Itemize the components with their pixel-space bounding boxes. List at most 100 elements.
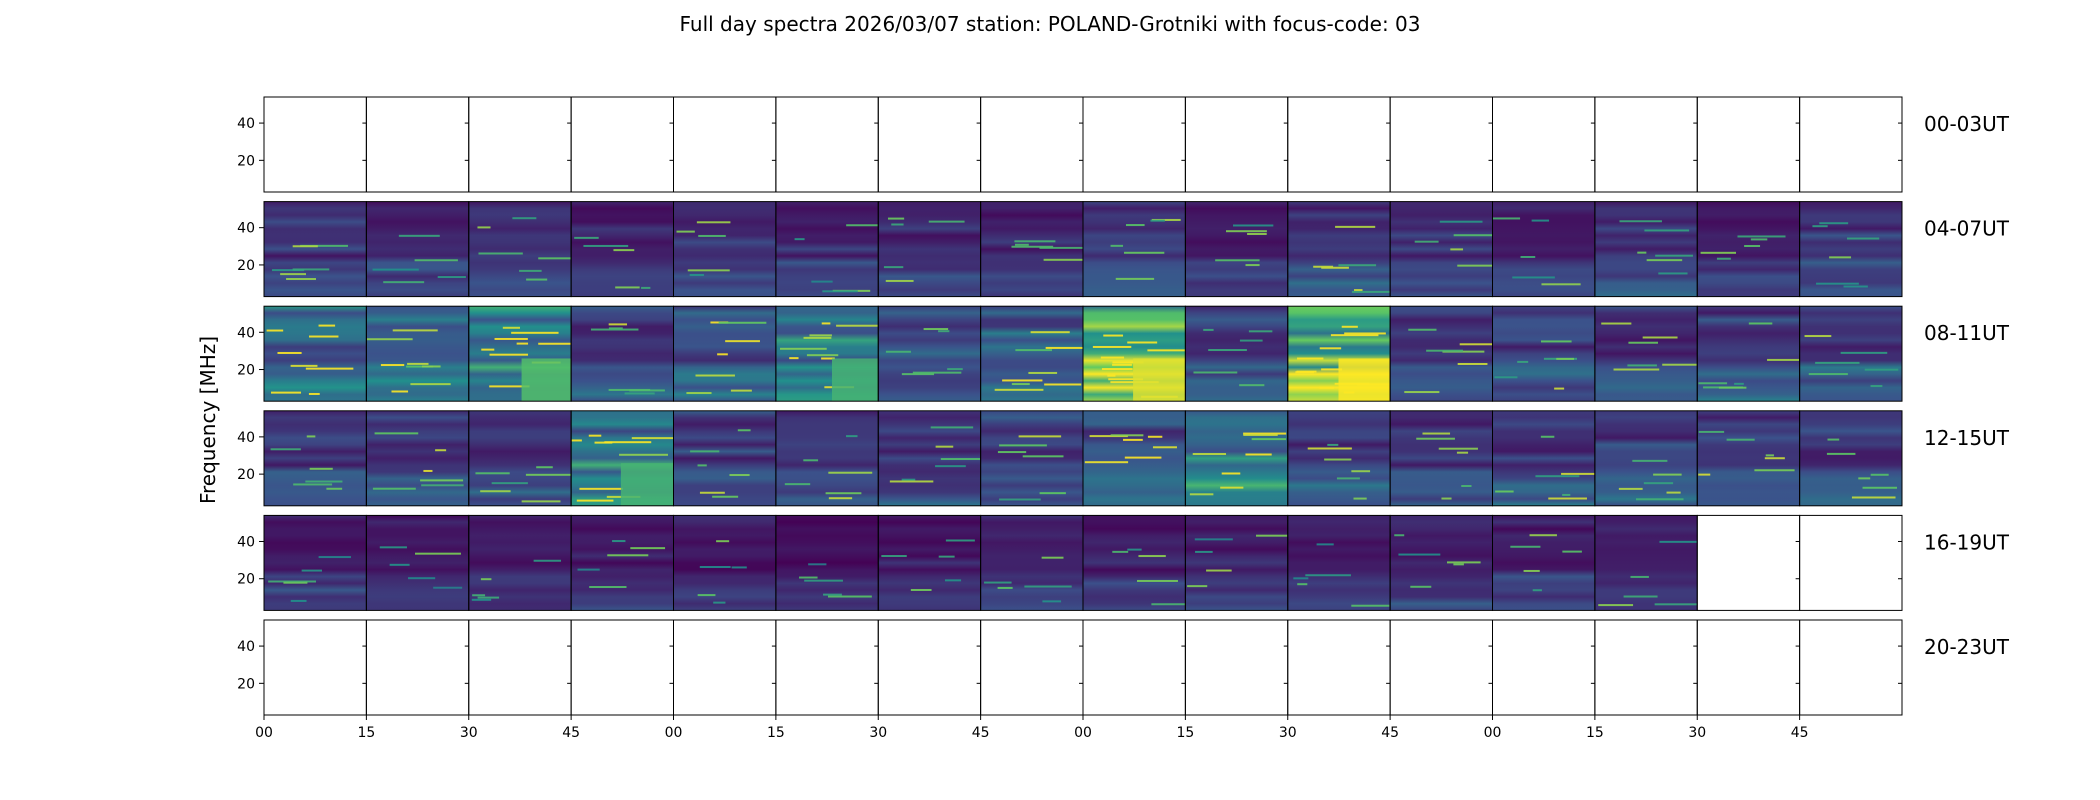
y-tick-label: 40 [237, 116, 255, 132]
emission-streak [519, 269, 542, 272]
emission-streak [822, 290, 858, 293]
emission-streak [408, 577, 436, 580]
emission-streak [945, 539, 975, 542]
emission-streak [525, 473, 572, 476]
spectrogram-panel [1390, 410, 1493, 506]
emission-streak [502, 326, 520, 329]
emission-streak [912, 371, 962, 374]
emission-streak [300, 244, 348, 247]
emission-streak [1819, 222, 1849, 225]
emission-streak [780, 347, 827, 350]
emission-streak [1321, 368, 1343, 371]
row-time-label: 00-03UT [1924, 112, 2010, 136]
emission-streak [1321, 266, 1349, 269]
emission-streak [1127, 341, 1158, 344]
emission-streak [1137, 579, 1178, 582]
emission-streak [1840, 351, 1888, 354]
emission-streak [608, 388, 651, 391]
emission-streak [1643, 482, 1674, 485]
panel-frame [1389, 619, 1493, 716]
emission-streak [308, 392, 320, 395]
spectrogram-panel [1083, 201, 1186, 297]
panel-frame [1082, 619, 1186, 716]
emission-streak [794, 238, 805, 241]
spectrogram-panel [1697, 201, 1800, 297]
emission-streak [1540, 340, 1572, 343]
emission-streak [1045, 346, 1083, 349]
emission-streak [1151, 603, 1186, 606]
emission-streak [1193, 371, 1238, 374]
emission-streak [1187, 585, 1208, 588]
emission-streak [624, 392, 655, 395]
panel-frame [1492, 619, 1596, 716]
y-tick-label: 40 [237, 221, 255, 237]
emission-streak [717, 353, 728, 356]
emission-streak [944, 579, 962, 582]
emission-streak [1416, 437, 1455, 440]
y-tick-label: 40 [237, 325, 255, 341]
emission-streak [1248, 330, 1273, 333]
panel-frame [1799, 410, 1903, 507]
emission-streak [511, 331, 559, 334]
emission-streak [391, 390, 409, 393]
emission-streak [827, 595, 872, 598]
emission-streak [1112, 550, 1129, 553]
emission-streak [1353, 497, 1367, 500]
row-time-label: 04-07UT [1924, 217, 2010, 241]
emission-streak [1221, 472, 1241, 475]
emission-streak [292, 245, 318, 248]
emission-streak [292, 268, 330, 271]
x-tick-label: 45 [972, 725, 990, 741]
emission-streak [1152, 446, 1177, 449]
emission-streak [1816, 282, 1859, 285]
emission-streak [472, 594, 486, 597]
x-tick-label: 30 [460, 725, 478, 741]
row-time-label: 12-15UT [1924, 426, 2010, 450]
emission-streak [1351, 470, 1371, 473]
emission-streak [1628, 341, 1658, 344]
panel-frame [673, 619, 777, 716]
emission-streak [379, 546, 407, 549]
emission-streak [1215, 259, 1260, 262]
spectrogram-panel [468, 201, 572, 297]
emission-streak [574, 236, 599, 239]
emission-streak [901, 373, 935, 376]
emission-streak [309, 467, 333, 470]
emission-streak [1666, 491, 1681, 494]
panel-frame [1799, 514, 1903, 611]
emission-streak [533, 559, 562, 562]
emission-streak [1316, 543, 1334, 546]
emission-streak [1632, 459, 1668, 462]
spectrogram-panel [1594, 306, 1698, 402]
emission-streak [576, 499, 614, 502]
panel-frame [775, 619, 879, 716]
emission-streak [730, 389, 752, 392]
emission-streak [1151, 218, 1181, 221]
spectrogram-panel [1697, 306, 1800, 402]
emission-streak [697, 594, 716, 597]
emission-streak [477, 226, 491, 229]
emission-streak [1124, 456, 1162, 459]
emission-streak [1459, 343, 1493, 346]
emission-streak [392, 329, 438, 332]
emission-streak [590, 328, 639, 331]
emission-streak [1022, 455, 1064, 458]
emission-streak [283, 581, 308, 584]
emission-streak [1220, 486, 1244, 489]
emission-streak [1654, 603, 1698, 606]
spectrogram-panel [980, 515, 1083, 611]
emission-streak [846, 224, 879, 227]
emission-streak [731, 566, 747, 569]
emission-streak [398, 234, 440, 237]
emission-streak [1002, 379, 1043, 382]
spectrogram-panel [878, 306, 981, 402]
emission-streak [729, 474, 750, 477]
emission-streak [301, 569, 322, 572]
emission-streak [268, 580, 317, 583]
emission-streak [1422, 432, 1451, 435]
emission-streak [687, 269, 730, 272]
emission-streak [1453, 234, 1493, 237]
emission-streak [308, 335, 339, 338]
emission-streak [380, 364, 405, 367]
emission-streak [716, 540, 730, 543]
